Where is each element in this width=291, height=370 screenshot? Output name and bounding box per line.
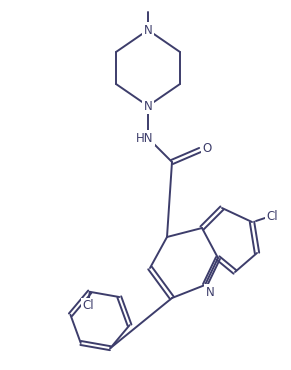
Text: Cl: Cl <box>82 299 93 312</box>
Text: N: N <box>144 100 152 112</box>
Text: HN: HN <box>136 131 154 145</box>
Text: O: O <box>202 141 212 155</box>
Text: N: N <box>206 286 214 299</box>
Text: Cl: Cl <box>266 209 278 222</box>
Text: N: N <box>144 24 152 37</box>
